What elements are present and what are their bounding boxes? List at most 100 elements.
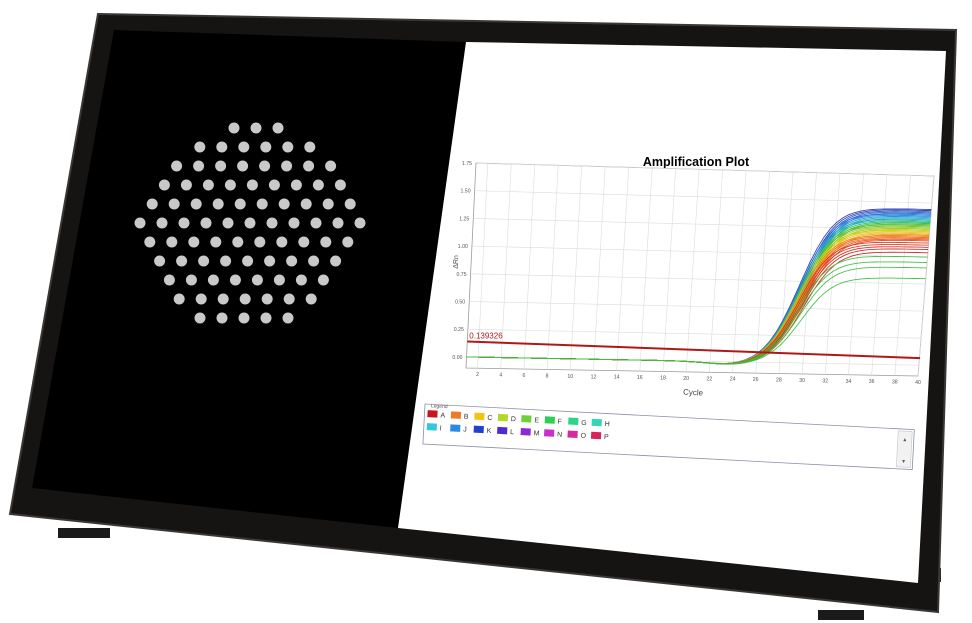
- legend-label: F: [558, 418, 563, 425]
- grid-line-h: [470, 273, 926, 285]
- well-spot: [251, 274, 263, 286]
- legend-label: M: [533, 430, 539, 437]
- x-tick-label: 24: [730, 377, 736, 383]
- y-tick-label: 1.25: [459, 216, 469, 222]
- legend-label: H: [604, 421, 609, 428]
- grid-line-v: [639, 167, 653, 372]
- y-tick-label: 0.00: [452, 355, 462, 361]
- well-spot: [310, 217, 322, 229]
- well-spot: [295, 274, 307, 286]
- well-spot: [156, 217, 168, 229]
- grid-line-v: [593, 166, 606, 371]
- scroll-up-icon[interactable]: ▴: [903, 436, 906, 443]
- well-spot: [239, 293, 251, 305]
- well-spot: [237, 160, 249, 172]
- grid-line-h: [474, 190, 932, 204]
- well-spot: [144, 236, 156, 248]
- well-spot: [354, 217, 366, 229]
- x-tick-label: 22: [707, 376, 713, 382]
- y-tick-label: 1.75: [462, 161, 472, 167]
- well-spot: [260, 141, 272, 153]
- x-tick-label: 38: [892, 380, 898, 386]
- well-spot: [200, 217, 212, 229]
- well-spot: [260, 312, 272, 324]
- well-image: [134, 122, 366, 324]
- well-spot: [146, 198, 158, 210]
- legend-label: J: [463, 427, 467, 434]
- legend-swatch: [497, 426, 508, 435]
- well-spot: [229, 274, 241, 286]
- well-spot: [264, 255, 276, 267]
- legend-swatch: [521, 415, 532, 423]
- well-spot: [194, 141, 206, 153]
- grid-line-h: [471, 245, 928, 258]
- well-spot: [304, 141, 316, 153]
- well-spot: [193, 160, 205, 172]
- legend-scrollbar[interactable]: [896, 430, 913, 468]
- legend-panel: Legend A B C D E F G H I J K L M N O P ▴ ▾: [422, 403, 915, 471]
- grid-line-v: [917, 175, 935, 377]
- well-spot: [266, 217, 278, 229]
- x-tick-label: 34: [846, 379, 852, 385]
- legend-label: E: [534, 417, 539, 424]
- legend-swatch: [497, 413, 509, 422]
- well-spot: [176, 255, 188, 267]
- well-spot: [234, 198, 246, 210]
- grid-line-v: [732, 170, 747, 373]
- x-tick-label: 36: [869, 379, 875, 385]
- threshold-line: [467, 340, 921, 360]
- legend-swatch: [543, 429, 555, 437]
- scroll-down-icon[interactable]: ▾: [902, 458, 905, 465]
- x-tick-label: 14: [614, 375, 620, 381]
- well-spot: [332, 217, 344, 229]
- well-spot: [303, 160, 315, 172]
- legend-swatch: [450, 411, 462, 419]
- well-spot: [238, 141, 250, 153]
- well-spot: [334, 179, 346, 191]
- grid-line-v: [523, 164, 536, 370]
- grid-line-v: [824, 173, 841, 375]
- well-spot: [232, 236, 244, 248]
- well-spot: [317, 274, 329, 286]
- well-spot: [330, 255, 342, 267]
- legend-swatch: [520, 428, 531, 436]
- x-tick-label: 40: [915, 380, 921, 386]
- well-spot: [342, 236, 354, 248]
- well-spot: [173, 293, 185, 305]
- well-spot: [216, 141, 228, 153]
- well-spot: [238, 312, 250, 324]
- legend-swatch: [426, 423, 437, 431]
- legend-label: O: [580, 433, 586, 440]
- well-spot: [185, 274, 197, 286]
- legend-label: G: [581, 420, 587, 427]
- well-spot: [154, 255, 166, 267]
- threshold-label: 0.139326: [469, 331, 503, 340]
- grid-line-v: [871, 174, 888, 376]
- well-spot: [278, 198, 290, 210]
- amplification-chart: Amplification Plot 0.00 0.25 0.50 0.75 1.00 1…: [452, 155, 935, 398]
- well-spot: [216, 312, 228, 324]
- x-tick-label: 6: [522, 373, 525, 379]
- y-tick-label: 1.00: [458, 244, 468, 250]
- well-image-panel: [32, 30, 466, 528]
- amplification-curves: [466, 208, 932, 365]
- well-spot: [180, 179, 192, 191]
- x-tick-label: 16: [637, 375, 643, 381]
- grid-line-h: [467, 328, 922, 339]
- legend-label: I: [440, 425, 442, 432]
- grid-line-v: [616, 167, 629, 371]
- legend-label: P: [604, 434, 609, 441]
- grid-line-v: [477, 163, 489, 369]
- well-spot: [166, 236, 178, 248]
- x-tick-label: 10: [567, 374, 573, 380]
- x-tick-labels: 2 4 6 8 10 12 14 16 18 20 22 24 26 28 30 32 34 36 38 40: [476, 372, 921, 386]
- well-spot: [305, 293, 317, 305]
- y-tick-label: 0.25: [454, 327, 464, 333]
- legend-swatch: [473, 425, 484, 434]
- well-spot: [300, 198, 312, 210]
- well-spot: [163, 274, 175, 286]
- well-spot: [283, 293, 295, 305]
- x-tick-label: 18: [660, 376, 666, 382]
- well-spot: [178, 217, 190, 229]
